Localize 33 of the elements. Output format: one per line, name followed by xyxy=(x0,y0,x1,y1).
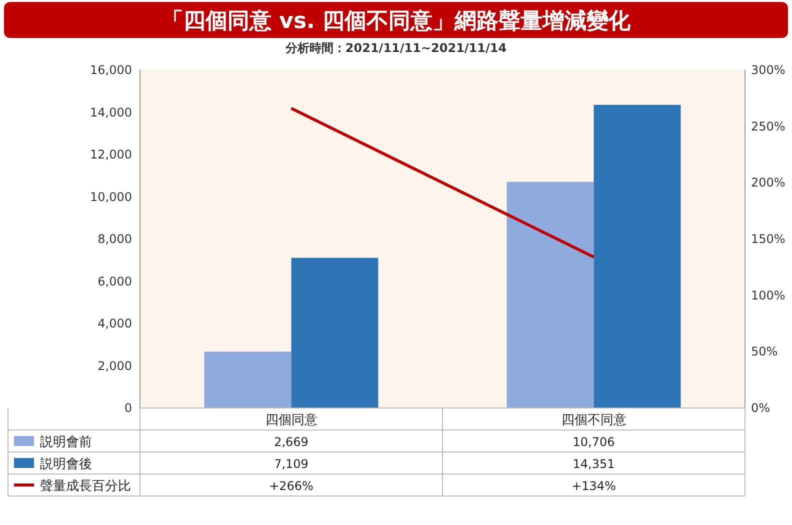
data-label: 14,351 xyxy=(572,457,615,471)
legend-label: 説明會後 xyxy=(40,457,92,472)
data-label: 10,706 xyxy=(572,435,615,449)
y-tick-label: 12,000 xyxy=(90,148,132,162)
bar xyxy=(204,352,292,408)
y2-tick-label: 100% xyxy=(751,288,786,302)
x-tick-label: 四個同意 xyxy=(265,413,318,428)
y2-tick-label: 150% xyxy=(751,232,786,246)
y-tick-label: 0 xyxy=(124,401,132,415)
y-tick-label: 14,000 xyxy=(90,105,132,120)
y-tick-label: 4,000 xyxy=(98,316,132,330)
y2-tick-label: 250% xyxy=(751,119,786,134)
bar xyxy=(594,104,681,408)
y2-tick-label: 0% xyxy=(751,401,770,415)
data-label: 7,109 xyxy=(274,457,308,471)
y-tick-label: 10,000 xyxy=(90,190,132,204)
data-label: +266% xyxy=(269,479,314,493)
legend-label: 説明會前 xyxy=(40,435,92,450)
bar xyxy=(506,182,594,408)
y-tick-label: 16,000 xyxy=(90,63,132,77)
y2-tick-label: 200% xyxy=(751,176,786,190)
y-tick-label: 2,000 xyxy=(98,358,132,373)
y-tick-label: 8,000 xyxy=(98,232,132,246)
chart-subtitle: 分析時間：2021/11/11~2021/11/14 xyxy=(284,41,507,55)
data-label: 2,669 xyxy=(274,435,308,449)
y2-tick-label: 50% xyxy=(751,344,778,359)
x-tick-label: 四個不同意 xyxy=(561,413,626,428)
data-label: +134% xyxy=(572,479,616,493)
y-tick-label: 6,000 xyxy=(98,274,132,288)
legend-label: 聲量成長百分比 xyxy=(40,479,131,494)
chart-title: 「四個同意 vs. 四個不同意」網路聲量增減變化 xyxy=(161,9,632,34)
bar xyxy=(291,258,378,408)
y2-tick-label: 300% xyxy=(751,63,786,77)
